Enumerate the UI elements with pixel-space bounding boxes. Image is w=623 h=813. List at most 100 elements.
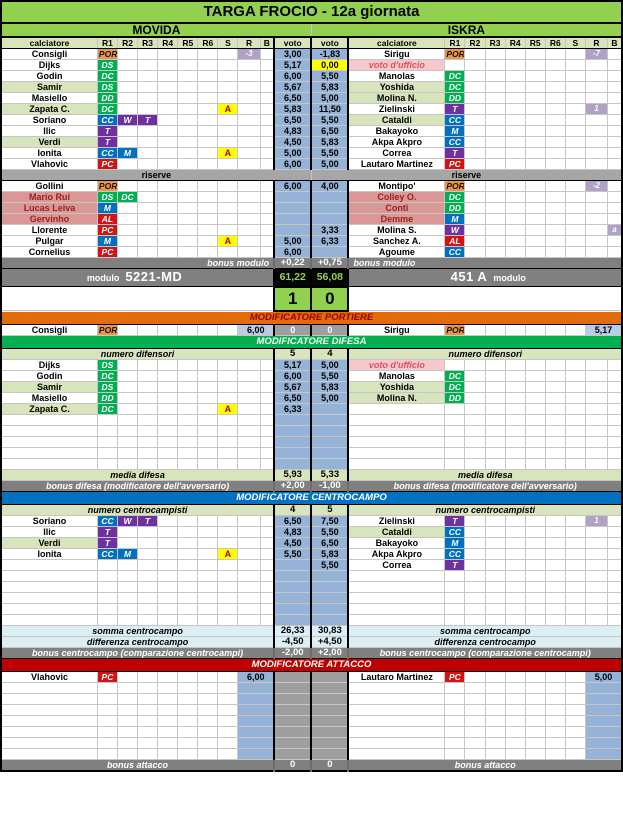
- s-cell: [217, 514, 239, 527]
- voto-away: 7,50: [310, 514, 350, 527]
- role-cell: [197, 681, 219, 694]
- voto-home: 6,00: [273, 246, 313, 258]
- role-badge: DC: [444, 81, 466, 93]
- assist-badge: A: [217, 235, 239, 247]
- role-cell: [157, 602, 179, 615]
- role-cell: [464, 224, 486, 236]
- b-cell: [607, 558, 623, 571]
- role-cell: [484, 446, 506, 459]
- role-cell: [504, 703, 526, 716]
- s-cell: [217, 681, 239, 694]
- player-name: Masiello: [0, 391, 98, 404]
- r-cell: [237, 613, 261, 626]
- role-cell: [116, 402, 139, 415]
- role-cell: [177, 114, 199, 126]
- numero-centrocampisti-row: numero centrocampisti 4 5 numero centrocamp…: [0, 503, 623, 516]
- role-cell: [197, 692, 219, 705]
- role-cell: [116, 81, 139, 93]
- differenza-centrocampo-row: differenza centrocampo -4,50 +4,50 differen…: [0, 635, 623, 648]
- role-badge: DC: [116, 191, 139, 203]
- role-cell: [544, 369, 566, 382]
- role-cell: [137, 435, 159, 448]
- role-badge: POR: [444, 48, 466, 60]
- role-cell: [157, 224, 179, 236]
- role-cell: [137, 613, 159, 626]
- role-cell: [464, 70, 486, 82]
- role-cell: [137, 391, 159, 404]
- r-cell: [237, 92, 261, 104]
- role-cell: [464, 747, 486, 760]
- voto-away: [310, 202, 350, 214]
- role-cell: [504, 358, 526, 371]
- role-cell: [504, 202, 526, 214]
- player-name: [347, 703, 446, 716]
- section-player-row: [0, 435, 623, 448]
- s-cell: [564, 180, 586, 192]
- player-name: Manolas: [347, 369, 446, 382]
- role-cell: [544, 59, 566, 71]
- role-badge: W: [444, 224, 466, 236]
- b-cell: [607, 125, 623, 137]
- role-cell: [464, 703, 486, 716]
- portiere-section-bar: MODIFICATORE PORTIERE: [0, 310, 623, 325]
- voto-away: 5,50: [310, 558, 350, 571]
- role-cell: [177, 435, 199, 448]
- role-cell: [157, 114, 179, 126]
- role-badge: DD: [96, 391, 119, 404]
- voto-away: 6,50: [310, 536, 350, 549]
- role-cell: [177, 59, 199, 71]
- role-badge: CC: [444, 525, 466, 538]
- voto-home: 6,00: [237, 323, 275, 336]
- role-cell: [116, 413, 139, 426]
- b-cell: [607, 569, 623, 582]
- role-cell: [157, 525, 179, 538]
- col-header-s: S: [564, 36, 586, 49]
- role-cell: [157, 747, 179, 760]
- role-cell: [157, 402, 179, 415]
- voto-home: 5,83: [273, 103, 313, 115]
- role-cell: [177, 681, 199, 694]
- role-cell: [524, 558, 546, 571]
- role-cell: [197, 591, 219, 604]
- s-cell: [564, 413, 586, 426]
- s-cell: [217, 446, 239, 459]
- role-cell: [484, 714, 506, 727]
- role-cell: [504, 147, 526, 159]
- center-home: [273, 692, 313, 705]
- role-cell: [197, 747, 219, 760]
- s-cell: [564, 703, 586, 716]
- r-cell: [584, 213, 609, 225]
- s-cell: [564, 602, 586, 615]
- player-name: Molina N.: [347, 92, 446, 104]
- role-cell: [524, 580, 546, 593]
- s-cell: [217, 224, 239, 236]
- b-cell: [607, 536, 623, 549]
- role-cell: [137, 714, 159, 727]
- voto-away: [310, 413, 350, 426]
- player-name: [347, 569, 446, 582]
- center-away: [310, 714, 350, 727]
- riserve-label: riserve: [0, 169, 312, 181]
- player-name: [347, 714, 446, 727]
- role-cell: [464, 81, 486, 93]
- s-cell: [564, 402, 586, 415]
- role-cell: [137, 692, 159, 705]
- role-badge: DC: [96, 103, 119, 115]
- role-cell: [544, 670, 566, 683]
- role-cell: [524, 136, 546, 148]
- role-cell: [157, 457, 179, 470]
- voto-away: [310, 446, 350, 459]
- col-header-role: R3: [137, 36, 159, 49]
- role-cell: [197, 725, 219, 738]
- player-name: Verdi: [0, 136, 98, 148]
- role-badge: PC: [96, 224, 119, 236]
- role-cell: [157, 59, 179, 71]
- voto-away: 5,00: [584, 670, 623, 683]
- role-cell: [197, 114, 219, 126]
- role-cell: [484, 224, 506, 236]
- bonus-modulo-label: bonus modulo: [347, 257, 623, 269]
- role-cell: [197, 435, 219, 448]
- role-cell: [504, 558, 526, 571]
- value-away: 5,33: [310, 468, 350, 481]
